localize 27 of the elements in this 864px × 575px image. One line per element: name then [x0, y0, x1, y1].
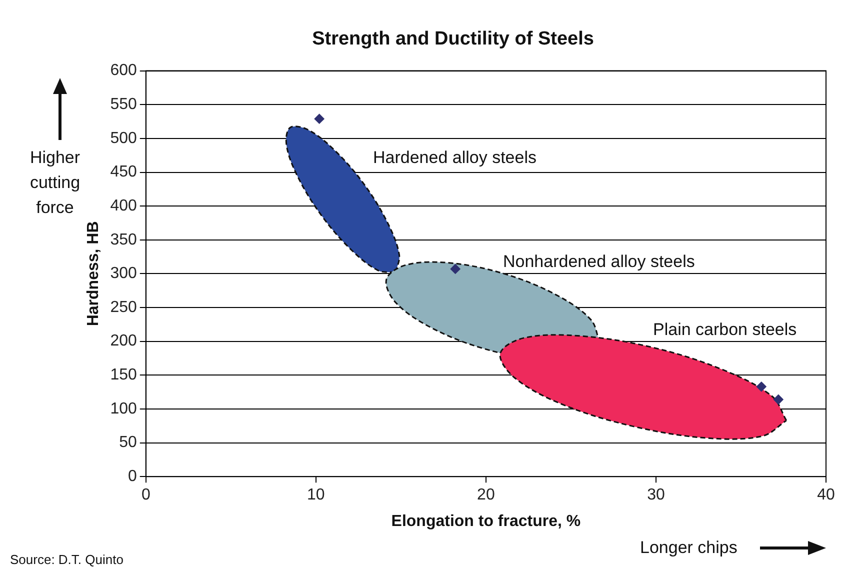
annotation: Nonhardened alloy steels [503, 252, 695, 272]
source-note: Source: D.T. Quinto [10, 552, 124, 567]
y-tick-label: 500 [110, 130, 137, 147]
y-tick-label: 300 [110, 265, 137, 282]
y-tick-label: 0 [128, 468, 137, 486]
y-tick-label: 600 [110, 62, 137, 80]
x-tick-label: 10 [307, 486, 325, 504]
y-tick-label: 150 [110, 366, 137, 384]
y-tick-label: 250 [110, 298, 137, 316]
x-axis-title: Elongation to fracture, % [391, 512, 581, 530]
y-tick-label: 350 [110, 231, 137, 248]
text: Longer chips [640, 538, 738, 558]
annotation: Hardened alloy steels [373, 148, 536, 168]
x-tick-label: 0 [141, 486, 150, 504]
chart-title: Strength and Ductility of Steels [312, 28, 594, 50]
annotation: Plain carbon steels [653, 320, 797, 340]
y-axis-title: Hardness, HB [85, 221, 102, 326]
y-tick-label: 400 [110, 197, 137, 214]
y-tick-label: 100 [110, 400, 137, 418]
y-tick-label: 450 [110, 164, 137, 181]
x-tick-label: 40 [817, 486, 835, 504]
text: Higher cutting force [28, 147, 82, 219]
y-tick-label: 200 [110, 332, 137, 350]
y-tick-label: 50 [119, 434, 137, 452]
y-tick-label: 550 [110, 96, 137, 114]
x-tick-label: 20 [477, 486, 495, 504]
x-tick-label: 30 [647, 486, 665, 504]
